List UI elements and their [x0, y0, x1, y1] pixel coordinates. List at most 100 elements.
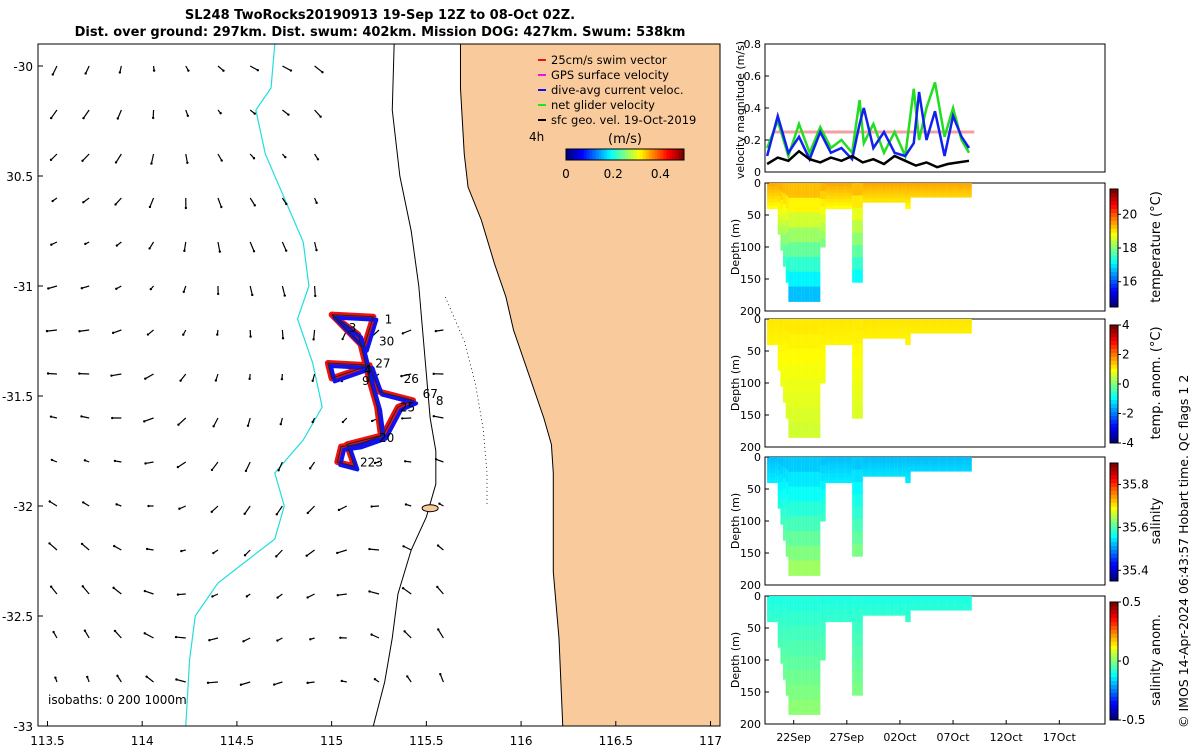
temperature-cell	[929, 191, 932, 195]
temperature-cell	[860, 245, 863, 258]
salinity-colorbar-cell	[1110, 510, 1118, 515]
temp_anom-cell	[838, 319, 842, 323]
salinity_anom-colorbar-cell	[1110, 609, 1118, 615]
salinity_anom-cell	[833, 608, 837, 613]
temp_anom-cell	[918, 329, 922, 332]
salinity-cell	[830, 466, 834, 471]
salinity_anom-cell	[830, 612, 834, 616]
salinity-cell	[785, 531, 789, 545]
temp_anom-cell	[894, 321, 898, 325]
temperature-cell	[791, 257, 794, 273]
salinity_anom-cell	[796, 684, 800, 701]
salinity-cell	[929, 464, 932, 467]
salinity-cell	[907, 466, 911, 471]
temp_anom-colorbar-tick-label: -2	[1122, 407, 1134, 421]
temp_anom-cell	[838, 328, 842, 333]
temp_anom-cell	[793, 348, 797, 364]
temp_anom-cell	[891, 331, 895, 334]
temp_anom-cell	[897, 335, 901, 339]
salinity-cell	[923, 462, 927, 465]
temperature-cell	[846, 199, 850, 203]
salinity-cell	[793, 486, 797, 502]
temperature-cell	[934, 183, 938, 186]
temp_anom-cell	[854, 381, 858, 394]
temperature-cell	[796, 271, 800, 288]
salinity_anom-cell	[788, 670, 792, 686]
salinity_anom-cell	[969, 606, 972, 609]
salinity_anom-cell	[905, 596, 909, 600]
colorbar-title: (m/s)	[608, 132, 642, 147]
salinity_anom-cell	[836, 618, 839, 623]
salinity_anom-cell	[841, 596, 845, 600]
temperature-cell	[841, 189, 845, 194]
sfc-geo-arrow	[369, 548, 380, 551]
sfc-geo-arrowhead	[179, 379, 182, 382]
temperature-cell	[868, 187, 871, 191]
salinity_anom-colorbar-tick-label: 0	[1122, 654, 1130, 668]
sfc-geo-arrow	[213, 417, 219, 427]
salinity_anom-cell	[918, 597, 922, 601]
temperature-cell	[793, 242, 797, 258]
salinity_anom-cell	[828, 605, 831, 610]
salinity-cell	[830, 469, 834, 474]
temperature-cell	[799, 271, 802, 288]
temperature-cell	[950, 190, 954, 193]
salinity-cell	[865, 464, 869, 468]
temp_anom-cell	[825, 319, 829, 323]
salinity-cell	[788, 545, 792, 562]
temperature-cell	[804, 271, 808, 288]
salinity-cell	[862, 459, 866, 463]
salinity_anom-cell	[953, 606, 956, 609]
temperature-cell	[894, 197, 898, 201]
temperature-cell	[809, 242, 813, 258]
salinity-cell	[857, 457, 861, 470]
temp_anom-cell	[788, 407, 792, 424]
salinity_anom-cell	[804, 625, 808, 641]
salinity-cell	[854, 494, 858, 508]
temp_anom-cell	[785, 405, 789, 419]
temp_anom-cell	[775, 322, 778, 326]
salinity-cell	[934, 462, 938, 465]
salinity-colorbar-cell	[1110, 569, 1118, 574]
salinity-cell	[897, 466, 901, 470]
salinity-cell	[942, 460, 946, 463]
salinity-cell	[913, 467, 916, 470]
temp_anom-cell	[799, 348, 802, 364]
salinity-cell	[820, 505, 824, 514]
temp_anom-cell	[958, 329, 962, 332]
temperature-cell	[854, 257, 858, 271]
sfc-geo-arrowhead	[78, 330, 81, 333]
temperature-cell	[966, 195, 970, 198]
salinity_anom-ylabel: Depth (m)	[729, 632, 742, 688]
salinity-cell	[873, 459, 877, 463]
salinity_anom-cell	[836, 608, 839, 613]
salinity-cell	[966, 462, 970, 465]
salinity_anom-cell	[775, 602, 778, 607]
sfc-geo-arrow	[147, 329, 154, 336]
temperature-cell	[846, 186, 850, 190]
salinity-cell	[799, 457, 802, 473]
salinity-cell	[801, 531, 805, 547]
temperature-cell	[937, 184, 940, 188]
salinity-cell	[780, 507, 784, 517]
salinity_anom-cell	[886, 600, 890, 604]
velocity-ytick-label: 0.2	[744, 134, 762, 147]
salinity_anom-cell	[929, 603, 932, 606]
temp_anom-cell	[910, 331, 914, 334]
salinity_anom-cell	[793, 625, 797, 641]
salinity_anom-cell	[865, 603, 869, 607]
salinity-cell	[788, 457, 792, 473]
temp_anom-cell	[814, 363, 818, 379]
sfc-geo-arrowhead	[113, 629, 117, 633]
temp_anom-cell	[953, 331, 956, 334]
temp_anom-cell	[865, 321, 869, 325]
salinity_anom-cell	[814, 640, 818, 656]
temperature-cell	[838, 192, 842, 197]
salinity-cell	[953, 467, 956, 470]
salinity-cell	[953, 457, 956, 460]
salinity_anom-cell	[862, 598, 866, 602]
salinity-cell	[899, 464, 903, 468]
sfc-geo-arrowhead	[439, 672, 442, 676]
sfc-geo-arrow	[278, 461, 283, 471]
sfc-geo-arrowhead	[239, 683, 243, 686]
